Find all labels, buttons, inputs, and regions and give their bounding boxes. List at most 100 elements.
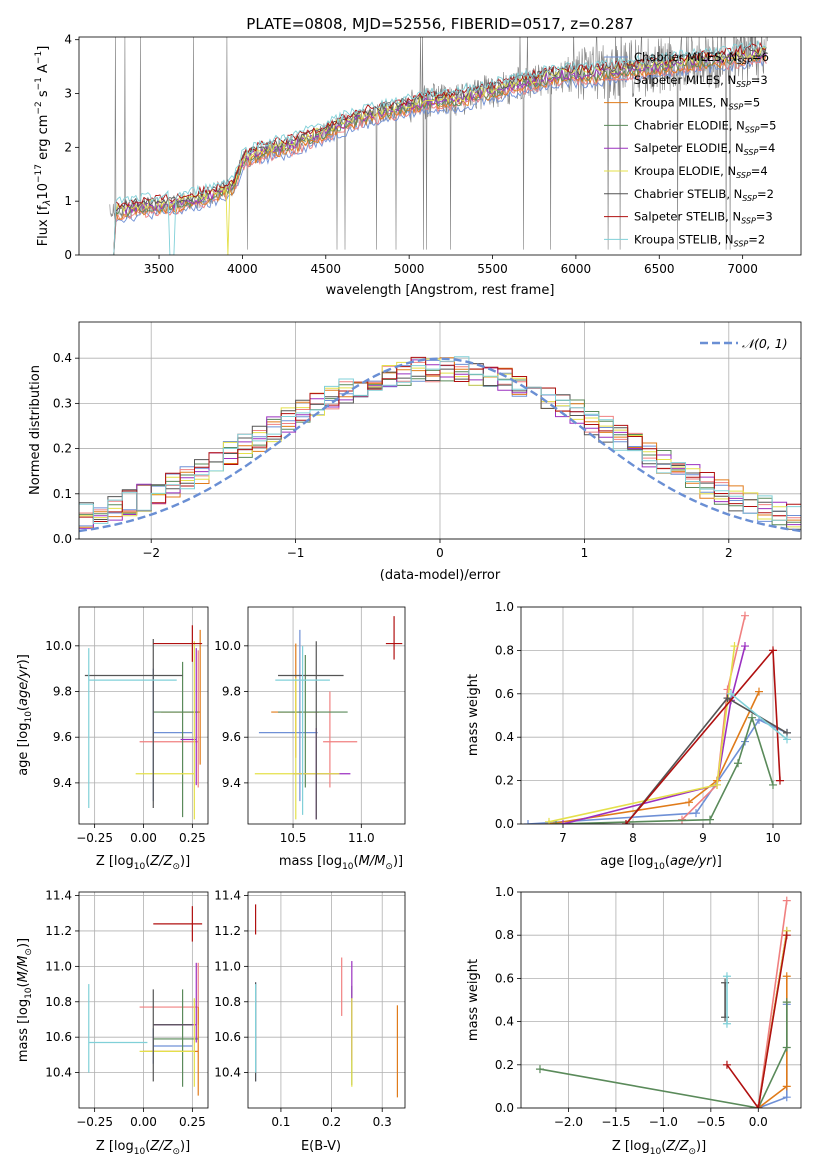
y-tick-label: 10.4	[214, 1066, 241, 1080]
y-tick-label: 0.2	[495, 774, 514, 788]
model-spectrum	[109, 56, 767, 255]
weight-marker	[722, 1060, 731, 1069]
weight-marker	[622, 820, 630, 824]
weight-marker	[782, 896, 791, 905]
weight-marker	[782, 998, 791, 1007]
weight-marker	[722, 1019, 731, 1028]
y-tick-label: 0.2	[495, 1058, 514, 1072]
weight-vs-age-panel: 7 8 9 10 0.0 0.2 0.4 0.6 0.8 1.0	[495, 600, 802, 845]
weight-marker	[748, 713, 756, 722]
weight-marker	[685, 798, 693, 807]
x-tick-label: 0.25	[179, 1115, 206, 1129]
mass-vs-metallicity-panel: −0.25 0.00 0.25 10.4 10.6 10.8 11.0 11.2 11.4	[45, 889, 209, 1129]
ageZ-xlabel: Z [log10(Z/Z⊙)]	[96, 854, 190, 872]
age-vs-metallicity-panel: −0.25 0.00 0.25 9.4 9.6 9.8 10.0	[45, 606, 209, 845]
x-tick-label: 4000	[227, 262, 258, 276]
x-tick-label: 0.0	[749, 1115, 768, 1129]
model-spectrum	[109, 46, 767, 255]
weight-marker	[782, 1043, 791, 1052]
plot-area	[88, 906, 203, 1096]
weight-line	[757, 976, 788, 1108]
legend-label: Salpeter STELIB, NSSP=3	[634, 210, 773, 226]
y-tick-label: 9.8	[222, 685, 241, 699]
weight-marker	[754, 1104, 763, 1108]
y-tick-label: 11.4	[45, 889, 72, 903]
x-tick-label: 2	[725, 546, 733, 560]
x-tick-label: −1	[287, 546, 305, 560]
weight-marker	[535, 1065, 544, 1074]
weight-line	[548, 691, 760, 824]
massZ-xlabel: Z [log10(Z/Z⊙)]	[96, 1139, 190, 1157]
wAge-ylabel: mass weight	[466, 674, 481, 756]
axes-frame	[78, 606, 209, 825]
residuals-ylabel: Normed distribution	[28, 365, 43, 495]
y-tick-label: 0.2	[53, 442, 72, 456]
plot-area	[109, 37, 768, 255]
model-spectrum	[109, 54, 767, 255]
x-tick-label: 6000	[561, 262, 592, 276]
y-tick-label: 0	[64, 248, 72, 262]
x-tick-label: 10.5	[280, 831, 307, 845]
mass-vs-ebv-panel: 0.1 0.2 0.3 10.4 10.6 10.8 11.0 11.2 11.4	[214, 889, 406, 1129]
weight-marker	[524, 820, 532, 824]
y-tick-label: 10.6	[45, 1030, 72, 1044]
x-tick-label: −1.0	[649, 1115, 678, 1129]
legend-label: Salpeter MILES, NSSP=3	[634, 73, 768, 89]
weight-marker	[769, 780, 777, 789]
x-tick-label: 1	[581, 546, 589, 560]
x-tick-label: −0.25	[76, 831, 113, 845]
x-tick-label: 6500	[644, 262, 675, 276]
x-tick-label: 0.00	[130, 1115, 157, 1129]
y-tick-label: 1	[64, 194, 72, 208]
weight-line	[555, 714, 774, 824]
y-tick-label: 1.0	[495, 600, 514, 614]
legend-label: Chabrier ELODIE, NSSP=5	[634, 118, 776, 134]
y-tick-label: 0.3	[53, 396, 72, 410]
y-tick-label: 11.2	[45, 924, 72, 938]
y-tick-label: 11.0	[214, 959, 241, 973]
x-tick-label: 5000	[394, 262, 425, 276]
axes-frame	[247, 606, 406, 825]
legend-label: Chabrier MILES, NSSP=6	[634, 50, 769, 66]
plot-area	[524, 611, 791, 824]
x-tick-label: 10	[765, 831, 780, 845]
weight-marker	[727, 689, 735, 698]
plot-area	[254, 904, 399, 1098]
massE-xlabel: E(B-V)	[301, 1139, 341, 1154]
legend-label: Kroupa ELODIE, NSSP=4	[634, 164, 768, 180]
axes-frame	[520, 606, 802, 825]
x-tick-label: 0.3	[373, 1115, 392, 1129]
y-tick-label: 0.4	[495, 1015, 514, 1029]
massZ-ylabel: mass [log10(M/M⊙)]	[16, 938, 34, 1062]
wZ-xlabel: Z [log10(Z/Z⊙)]	[612, 1139, 706, 1157]
x-tick-label: 8	[629, 831, 637, 845]
x-tick-label: −1.5	[601, 1115, 630, 1129]
axes-frame	[78, 321, 802, 540]
weight-marker	[769, 646, 777, 655]
weight-line	[562, 645, 746, 824]
model-spectrum	[109, 46, 767, 255]
residual-histogram	[79, 356, 801, 539]
y-tick-label: 2	[64, 140, 72, 154]
weight-marker	[723, 694, 732, 703]
weight-line	[625, 697, 788, 824]
y-tick-label: 1.0	[495, 885, 514, 899]
weight-marker	[559, 820, 567, 824]
y-tick-label: 0.8	[495, 643, 514, 657]
y-tick-label: 10.8	[214, 995, 241, 1009]
weight-vs-metallicity-panel: −2.0 −1.5 −1.0 −0.5 0.0 0.0 0.2 0.4 0.6 0.8 1.0	[495, 885, 802, 1129]
weight-marker	[782, 1082, 791, 1091]
y-tick-label: 9.4	[222, 776, 241, 790]
weight-line	[527, 718, 788, 824]
weight-marker	[713, 780, 721, 789]
y-tick-label: 11.4	[214, 889, 241, 903]
x-tick-label: 7	[559, 831, 567, 845]
ageZ-ylabel: age [log10(age/yr)]	[16, 654, 34, 776]
model-spectrum	[109, 52, 767, 255]
wAge-xlabel: age [log10(age/yr)]	[600, 854, 722, 872]
x-tick-label: 11.0	[348, 831, 375, 845]
y-tick-label: 0.0	[495, 817, 514, 831]
weight-marker	[755, 687, 763, 696]
y-tick-label: 9.6	[222, 730, 241, 744]
weight-marker	[552, 820, 560, 824]
